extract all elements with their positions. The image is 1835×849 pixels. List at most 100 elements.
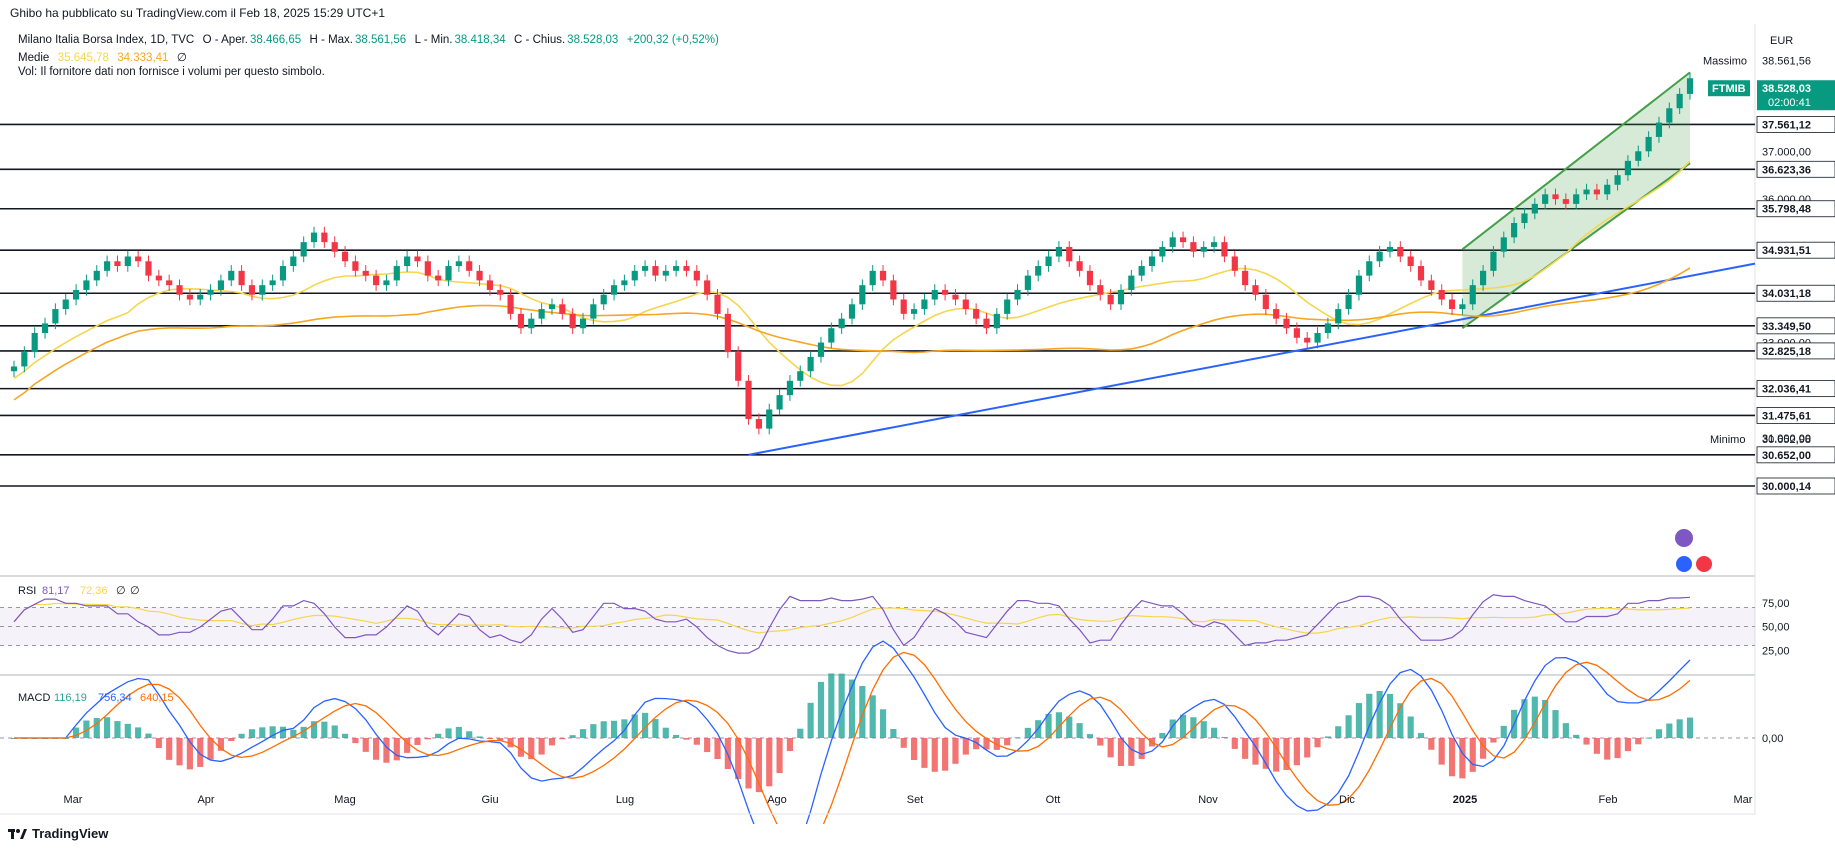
rsi-line[interactable] — [13, 594, 1691, 654]
macd-histogram-bar[interactable] — [1604, 738, 1611, 760]
macd-histogram-bar[interactable] — [538, 738, 545, 755]
candle[interactable] — [1438, 284, 1445, 306]
candle[interactable] — [1024, 269, 1031, 296]
candle[interactable] — [290, 250, 297, 272]
candle[interactable] — [600, 288, 607, 311]
candle[interactable] — [890, 274, 897, 306]
candle[interactable] — [528, 312, 535, 334]
candle[interactable] — [414, 250, 421, 268]
candle[interactable] — [910, 303, 918, 320]
candle[interactable] — [1376, 245, 1383, 268]
macd-histogram-bar[interactable] — [1448, 738, 1456, 777]
macd-histogram-bar[interactable] — [83, 720, 90, 738]
candle[interactable] — [755, 413, 762, 435]
candle[interactable] — [952, 288, 959, 306]
macd-histogram-bar[interactable] — [869, 695, 876, 738]
macd-histogram-bar[interactable] — [910, 738, 918, 760]
macd-histogram-bar[interactable] — [1055, 712, 1062, 738]
macd-histogram-bar[interactable] — [1355, 703, 1363, 738]
candle[interactable] — [1128, 269, 1135, 296]
macd-histogram-bar[interactable] — [652, 719, 659, 738]
macd-histogram-bar[interactable] — [455, 726, 462, 738]
macd-histogram-bar[interactable] — [1480, 738, 1487, 759]
macd-histogram-bar[interactable] — [1645, 737, 1652, 739]
level-price-badge[interactable] — [1756, 446, 1835, 464]
candle[interactable] — [1459, 298, 1466, 315]
candle[interactable] — [1066, 241, 1073, 268]
candle[interactable] — [248, 279, 256, 301]
candle[interactable] — [538, 303, 545, 325]
candle[interactable] — [1469, 279, 1476, 311]
macd-histogram-bar[interactable] — [1169, 719, 1176, 738]
level-price-badge[interactable] — [1756, 116, 1835, 133]
candle[interactable] — [1086, 265, 1094, 291]
macd-histogram-bar[interactable] — [393, 738, 400, 761]
candle[interactable] — [1624, 155, 1632, 181]
macd-histogram-bar[interactable] — [579, 729, 587, 738]
macd-signal-line[interactable] — [14, 651, 1691, 849]
macd-histogram-bar[interactable] — [1417, 733, 1425, 738]
macd-histogram-bar[interactable] — [414, 738, 421, 745]
candle[interactable] — [93, 265, 100, 287]
currency-label[interactable]: EUR — [1770, 35, 1793, 47]
candle[interactable] — [455, 255, 462, 272]
candle[interactable] — [786, 375, 794, 401]
macd-histogram-bar[interactable] — [1635, 738, 1642, 745]
candle[interactable] — [176, 279, 183, 301]
macd-histogram-bar[interactable] — [683, 738, 690, 740]
candle[interactable] — [114, 255, 121, 272]
macd-histogram-bar[interactable] — [807, 702, 814, 738]
candle[interactable] — [921, 293, 928, 315]
candle[interactable] — [435, 269, 442, 287]
macd-line[interactable] — [14, 640, 1691, 849]
macd-histogram-bar[interactable] — [942, 738, 949, 771]
candle[interactable] — [1148, 250, 1156, 272]
macd-histogram-bar[interactable] — [310, 721, 318, 738]
candle[interactable] — [1014, 284, 1021, 306]
candle[interactable] — [383, 274, 390, 291]
candle[interactable] — [135, 250, 142, 268]
macd-histogram-bar[interactable] — [373, 738, 380, 760]
macd-label[interactable]: MACD — [18, 692, 50, 704]
candle[interactable] — [1262, 288, 1269, 315]
macd-histogram-bar[interactable] — [155, 738, 162, 749]
candle[interactable] — [52, 303, 59, 330]
macd-histogram-bar[interactable] — [72, 727, 80, 738]
candle[interactable] — [1500, 231, 1507, 258]
candle[interactable] — [631, 265, 638, 287]
candle[interactable] — [735, 346, 742, 387]
macd-histogram-bar[interactable] — [507, 738, 514, 748]
macd-histogram-bar[interactable] — [693, 738, 700, 745]
candle[interactable] — [1283, 312, 1290, 334]
macd-histogram-bar[interactable] — [135, 727, 142, 738]
candle[interactable] — [124, 250, 131, 272]
macd-histogram-bar[interactable] — [176, 738, 183, 766]
candle[interactable] — [973, 303, 980, 325]
macd-histogram-bar[interactable] — [1531, 696, 1538, 738]
candle[interactable] — [1345, 288, 1352, 315]
candle[interactable] — [1076, 255, 1083, 277]
macd-histogram-bar[interactable] — [93, 718, 100, 738]
candle[interactable] — [838, 312, 845, 334]
candle[interactable] — [807, 351, 814, 377]
candle[interactable] — [1045, 250, 1052, 272]
macd-histogram-bar[interactable] — [1107, 738, 1114, 758]
macd-histogram-bar[interactable] — [1324, 736, 1331, 738]
candle[interactable] — [269, 274, 276, 291]
macd-histogram-bar[interactable] — [1200, 721, 1207, 738]
candle[interactable] — [476, 265, 483, 287]
macd-histogram-bar[interactable] — [435, 733, 442, 738]
macd-histogram-bar[interactable] — [1045, 713, 1052, 738]
candle[interactable] — [1635, 145, 1642, 167]
candle[interactable] — [548, 298, 556, 315]
candle[interactable] — [962, 293, 969, 315]
candle[interactable] — [931, 284, 938, 306]
macd-histogram-bar[interactable] — [1097, 738, 1104, 746]
macd-histogram-bar[interactable] — [1231, 738, 1238, 749]
macd-histogram-bar[interactable] — [114, 721, 121, 738]
macd-histogram-bar[interactable] — [1076, 723, 1083, 738]
candle[interactable] — [1511, 217, 1518, 244]
macd-histogram-bar[interactable] — [714, 738, 721, 759]
macd-histogram-bar[interactable] — [424, 738, 431, 740]
candle[interactable] — [1562, 193, 1569, 210]
